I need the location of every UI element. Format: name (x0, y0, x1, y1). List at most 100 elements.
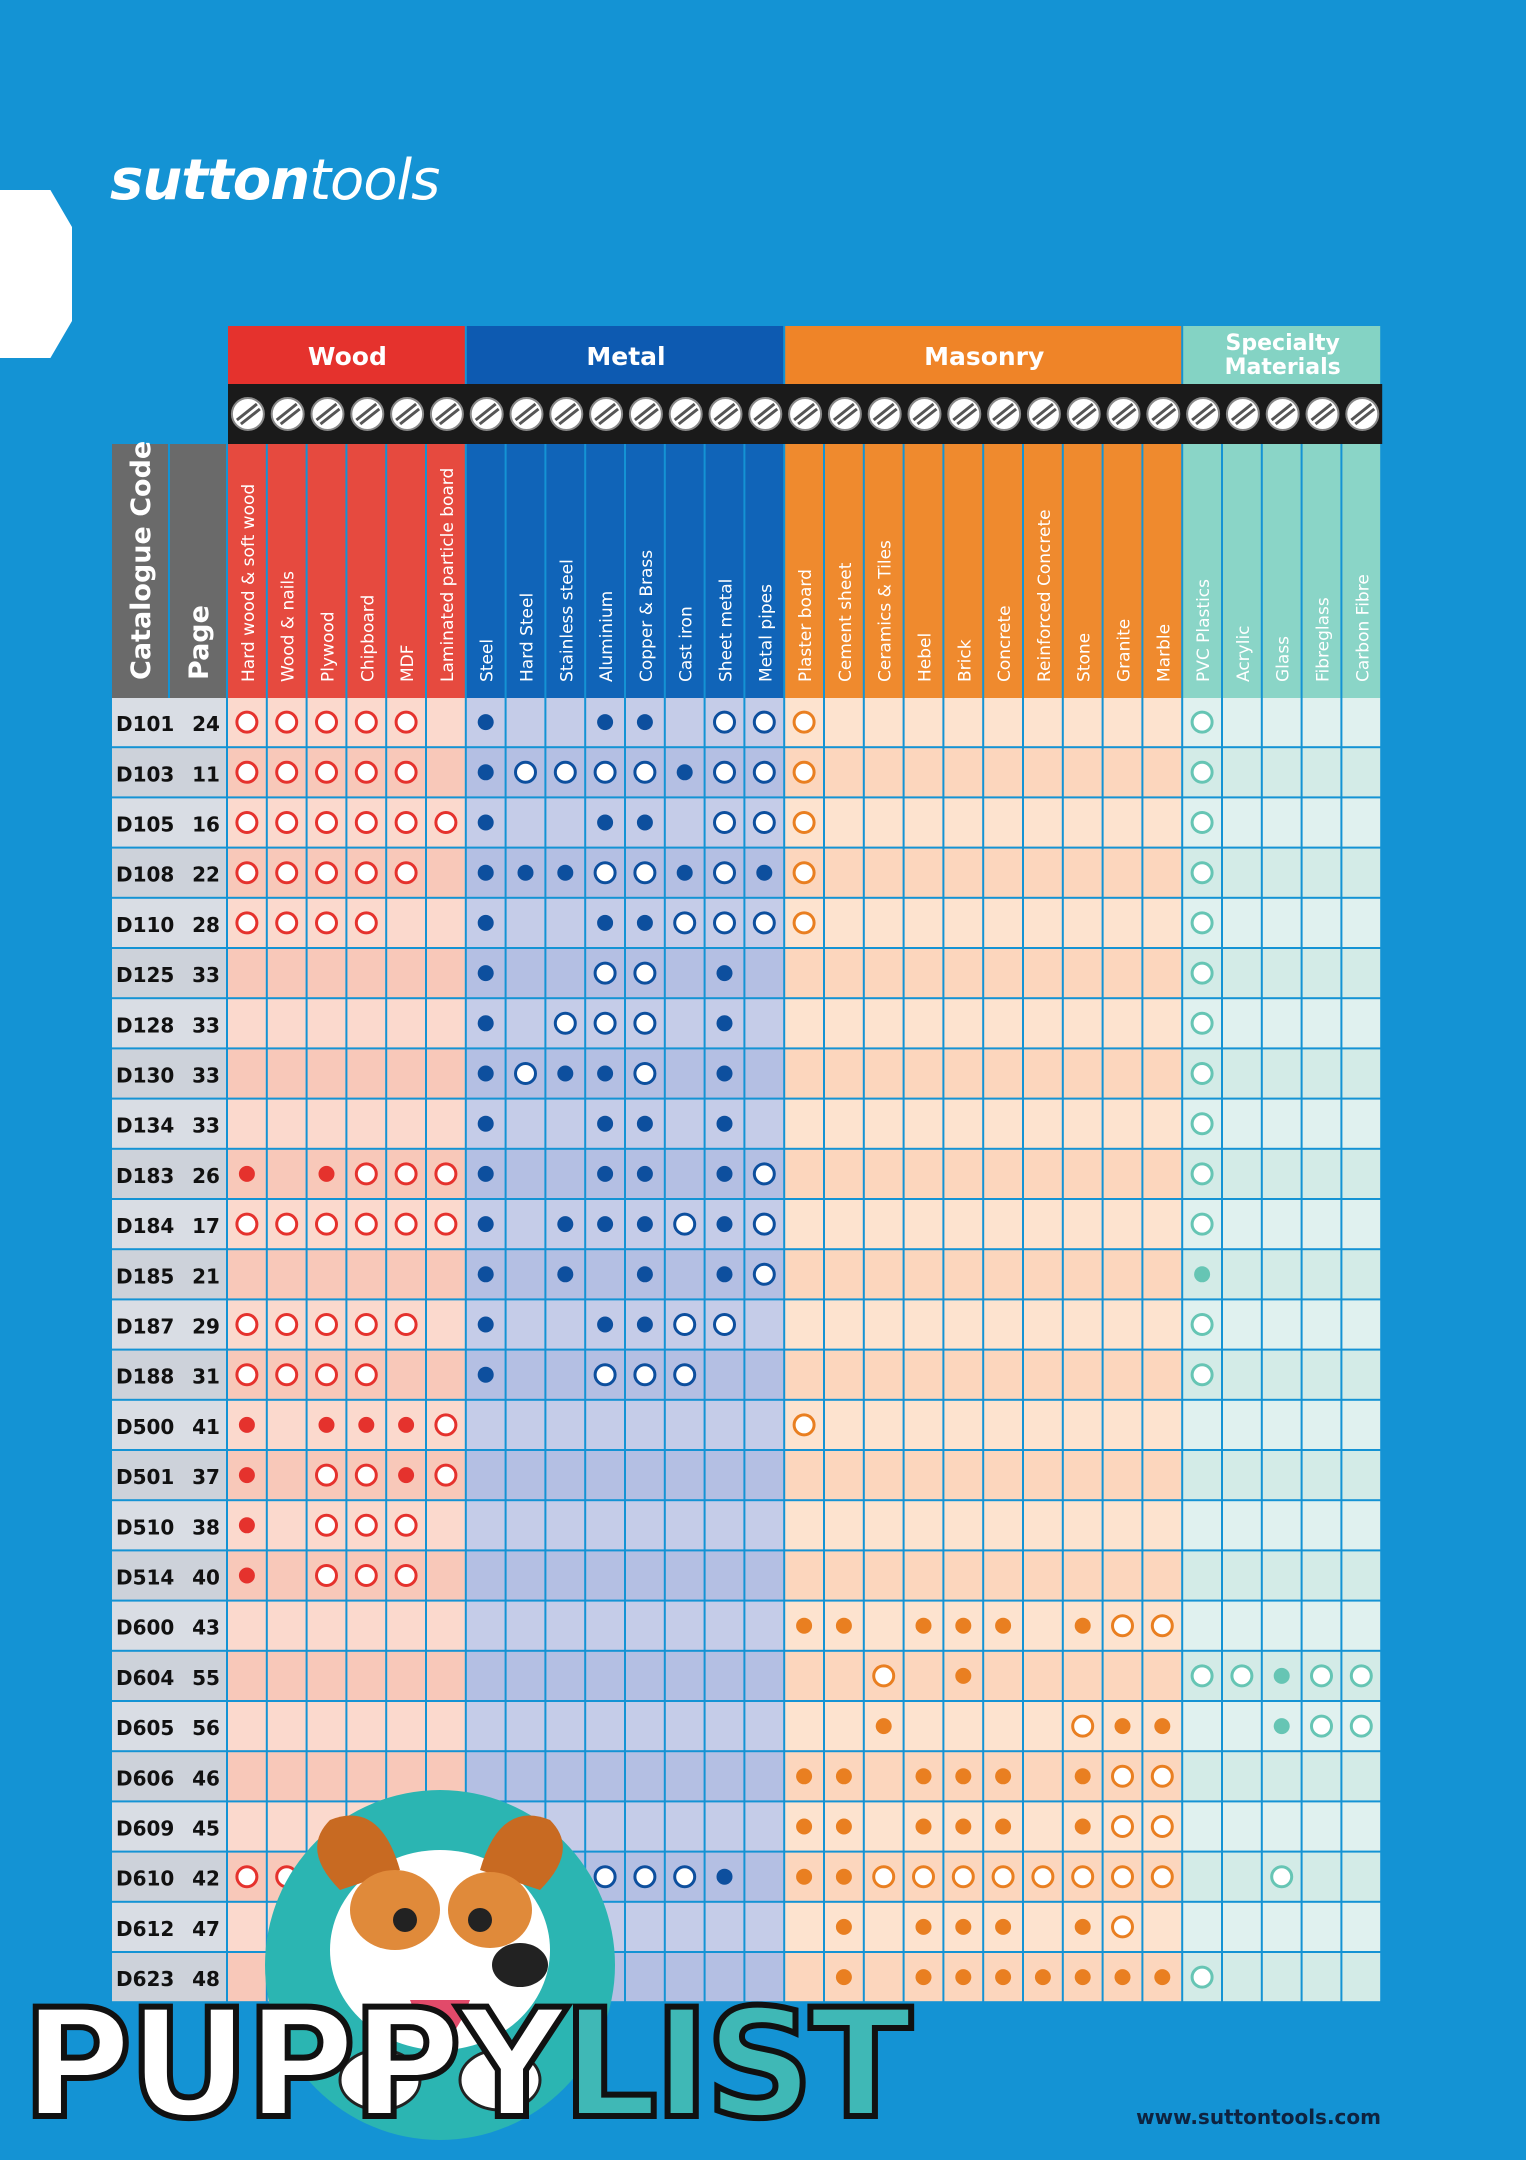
cell-24-16 (864, 1902, 903, 1951)
row-page-12: 29 (192, 1315, 220, 1339)
row-bg-code-22 (112, 1802, 226, 1851)
cell-17-6 (466, 1551, 505, 1600)
cell-19-1 (267, 1651, 306, 1700)
cell-23-25 (1223, 1852, 1261, 1901)
material-header-18 (944, 444, 983, 698)
row-bg-code-11 (112, 1250, 226, 1299)
mark-optimum-25-17 (915, 1969, 932, 1986)
cell-16-17 (904, 1501, 943, 1550)
cell-6-4 (387, 999, 425, 1048)
cell-5-17 (904, 949, 943, 998)
cell-3-28 (1342, 848, 1381, 897)
cell-14-15 (825, 1400, 863, 1449)
cell-14-26 (1262, 1400, 1301, 1449)
cell-13-5 (427, 1350, 465, 1399)
material-icon-mark-25 (1230, 402, 1256, 426)
cell-15-8 (546, 1451, 585, 1500)
cell-19-21 (1063, 1651, 1102, 1700)
cell-17-23 (1143, 1551, 1182, 1600)
mark-optimum-22-14 (796, 1818, 813, 1835)
material-icon-mark-1 (275, 402, 301, 426)
cell-6-5 (427, 999, 465, 1048)
cell-23-24 (1183, 1852, 1221, 1901)
cell-18-24 (1183, 1601, 1221, 1650)
cell-24-13 (745, 1902, 784, 1951)
cell-14-28 (1342, 1400, 1381, 1449)
cell-16-25 (1223, 1501, 1261, 1550)
cell-6-21 (1063, 999, 1102, 1048)
cell-10-18 (944, 1200, 983, 1249)
cell-19-10 (626, 1651, 664, 1700)
row-page-19: 55 (192, 1666, 220, 1690)
cell-16-22 (1103, 1501, 1142, 1550)
mark-suitable-9-3 (354, 1162, 378, 1186)
material-header-4 (387, 444, 425, 698)
cell-17-5 (427, 1551, 465, 1600)
mark-optimum-3-13 (756, 864, 773, 881)
material-icon-9 (589, 397, 624, 431)
material-icon-mark-13 (753, 402, 779, 426)
cell-21-25 (1223, 1752, 1261, 1801)
row-code-17: D514 (116, 1566, 174, 1590)
material-header-5 (427, 444, 465, 698)
material-icon-14 (788, 397, 823, 431)
material-label-18: Brick (955, 639, 975, 682)
mark-optimum-21-21 (1074, 1768, 1091, 1785)
mark-suitable-0-2 (315, 710, 338, 734)
cell-6-16 (864, 999, 903, 1048)
row-page-11: 21 (192, 1264, 220, 1288)
row-page-22: 45 (192, 1817, 220, 1841)
cell-2-7 (506, 798, 545, 847)
cell-2-21 (1063, 798, 1102, 847)
mark-suitable-23-18 (951, 1865, 975, 1889)
cell-21-16 (864, 1752, 903, 1801)
cell-7-5 (427, 1049, 465, 1098)
cell-21-0 (228, 1752, 266, 1801)
cell-9-8 (546, 1149, 585, 1198)
brand-bold: sutton (110, 148, 310, 213)
material-header-20 (1024, 444, 1062, 698)
mark-suitable-13-9 (593, 1363, 617, 1387)
mark-suitable-7-7 (514, 1062, 537, 1085)
mark-suitable-20-27 (1310, 1714, 1333, 1738)
cell-3-23 (1143, 848, 1182, 897)
row-bg-code-17 (112, 1551, 226, 1600)
mark-suitable-10-3 (354, 1212, 378, 1236)
cell-8-25 (1223, 1099, 1261, 1148)
cell-8-15 (825, 1099, 863, 1148)
cell-0-20 (1024, 698, 1062, 747)
material-icon-17 (907, 397, 942, 431)
material-header-22 (1103, 444, 1142, 698)
mark-suitable-3-10 (633, 861, 657, 885)
material-icon-mark-23 (1151, 402, 1177, 426)
mark-suitable-13-24 (1190, 1363, 1214, 1387)
mark-suitable-10-2 (315, 1212, 338, 1236)
cell-22-16 (864, 1802, 903, 1851)
mark-optimum-18-21 (1074, 1617, 1091, 1634)
mark-optimum-18-14 (796, 1617, 813, 1634)
cell-8-8 (546, 1099, 585, 1148)
row-page-6: 33 (192, 1013, 220, 1037)
mark-suitable-12-12 (713, 1313, 736, 1336)
mark-optimum-0-9 (597, 714, 614, 731)
cell-18-7 (506, 1601, 545, 1650)
mark-suitable-21-23 (1150, 1764, 1174, 1788)
cell-10-20 (1024, 1200, 1062, 1249)
cell-23-27 (1302, 1852, 1341, 1901)
cell-12-26 (1262, 1300, 1301, 1349)
row-bg-code-2 (112, 798, 226, 847)
cell-20-15 (825, 1702, 863, 1751)
cell-20-11 (665, 1702, 704, 1751)
cell-13-20 (1024, 1350, 1062, 1399)
footer-url[interactable]: www.suttontools.com (1136, 2105, 1381, 2129)
row-page-15: 37 (192, 1465, 220, 1489)
mark-optimum-9-6 (477, 1165, 494, 1182)
mark-suitable-1-0 (235, 760, 259, 784)
cell-18-28 (1342, 1601, 1381, 1650)
mark-suitable-4-14 (792, 911, 816, 935)
cell-24-27 (1302, 1902, 1341, 1951)
material-icon-mark-10 (633, 402, 659, 426)
mark-optimum-10-8 (557, 1216, 574, 1233)
mark-suitable-12-2 (315, 1313, 338, 1336)
cell-16-15 (825, 1501, 863, 1550)
